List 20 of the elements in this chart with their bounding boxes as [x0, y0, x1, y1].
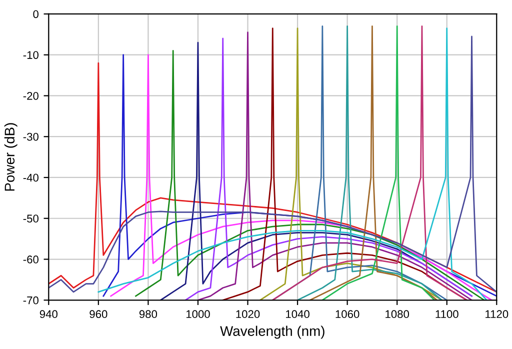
- x-tick-label: 980: [139, 310, 158, 318]
- y-tick-label: -50: [23, 214, 38, 223]
- y-tick-label: -60: [23, 256, 38, 264]
- x-tick-label: 1020: [236, 310, 260, 318]
- x-tick-label: 1040: [286, 310, 310, 318]
- y-axis-title: Power (dB): [4, 123, 18, 191]
- x-tick-label: 1100: [436, 310, 458, 318]
- x-tick-label: 960: [90, 310, 108, 318]
- y-tick-label: -40: [23, 174, 38, 182]
- x-tick-label: 1120: [486, 310, 508, 318]
- x-tick-label: 1080: [386, 310, 410, 318]
- y-tick-label: -30: [23, 132, 38, 141]
- x-tick-label: 940: [40, 310, 58, 318]
- y-tick-label: -10: [23, 51, 38, 59]
- x-tick-label: 1060: [336, 310, 360, 318]
- x-tick-label: 1000: [186, 310, 210, 318]
- y-tick-label: -20: [23, 92, 38, 100]
- y-tick-label: -70: [23, 296, 38, 304]
- x-axis-title: Wavelength (nm): [220, 326, 324, 339]
- y-tick-label: 0: [33, 10, 38, 18]
